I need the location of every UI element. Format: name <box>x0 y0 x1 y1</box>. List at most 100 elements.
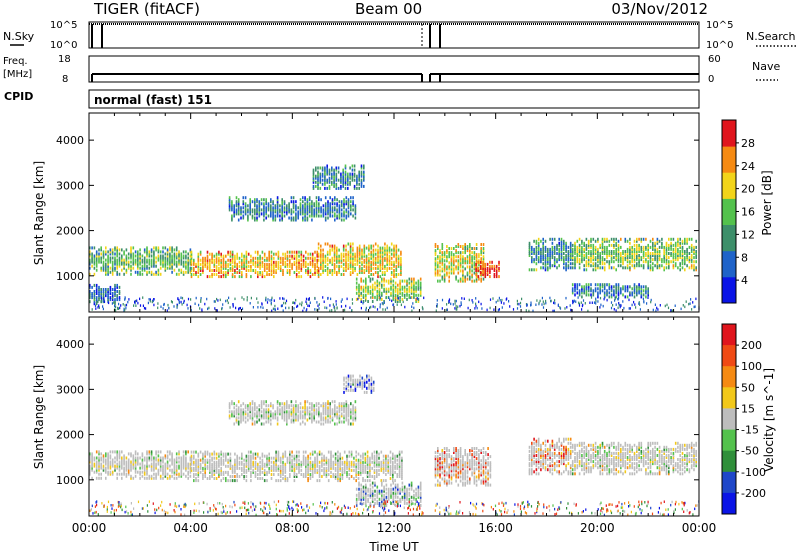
echo-cell <box>236 464 238 468</box>
echo-cell <box>254 216 256 220</box>
echo-cell <box>107 464 109 468</box>
echo-cell <box>274 218 277 222</box>
colorbar-tick-label: 28 <box>741 137 755 150</box>
echo-cell <box>91 462 93 466</box>
echo-cell <box>603 291 606 295</box>
echo-cell <box>289 468 291 472</box>
echo-cell <box>331 262 334 266</box>
echo-cell <box>415 287 417 291</box>
echo-cell <box>173 464 176 468</box>
echo-cell <box>305 269 307 272</box>
echo-cell <box>193 460 195 464</box>
echo-cell <box>233 212 235 216</box>
echo-cell <box>672 247 675 251</box>
echo-cell <box>695 254 697 257</box>
echo-cell <box>599 287 601 291</box>
echo-cell <box>238 456 241 460</box>
echo-cell <box>298 258 300 262</box>
echo-cell <box>284 260 287 264</box>
echo-cell <box>400 303 402 307</box>
echo-cell <box>166 462 169 466</box>
echo-cell <box>153 298 155 301</box>
echo-cell <box>633 283 636 287</box>
echo-cell <box>286 262 289 266</box>
echo-cell <box>314 266 316 270</box>
echo-cell <box>691 308 693 311</box>
echo-cell <box>292 210 295 214</box>
echo-cell <box>327 458 330 462</box>
echo-cell <box>338 264 340 268</box>
echo-cell <box>251 208 254 212</box>
echo-cell <box>312 176 315 180</box>
echo-cell <box>109 472 112 476</box>
echo-cell <box>164 252 167 256</box>
echo-cell <box>441 298 444 302</box>
echo-cell <box>236 458 238 462</box>
echo-cell <box>601 243 604 247</box>
echo-cell <box>357 297 359 301</box>
echo-cell <box>197 464 200 468</box>
echo-cell <box>134 452 137 456</box>
echo-cell <box>356 182 358 186</box>
echo-cell <box>537 256 540 260</box>
echo-cell <box>98 256 100 260</box>
echo-cell <box>91 252 93 256</box>
echo-cell <box>587 309 589 313</box>
echo-cell <box>259 273 261 276</box>
echo-cell <box>486 266 489 270</box>
echo-cell <box>180 300 182 304</box>
echo-cell <box>446 259 448 263</box>
echo-cell <box>247 464 250 468</box>
echo-cell <box>658 264 661 268</box>
echo-cell <box>356 250 359 254</box>
echo-cell <box>298 264 300 268</box>
echo-cell <box>105 470 107 474</box>
echo-cell <box>182 456 185 460</box>
echo-cell <box>318 202 320 206</box>
echo-cell <box>613 245 615 249</box>
echo-cell <box>153 468 155 472</box>
echo-cell <box>571 262 574 266</box>
echo-cell <box>695 239 697 243</box>
echo-cell <box>257 262 259 266</box>
echo-cell <box>317 273 320 276</box>
echo-cell <box>148 260 151 264</box>
echo-cell <box>410 289 413 293</box>
echo-cell <box>307 470 309 474</box>
echo-cell <box>446 257 448 261</box>
echo-cell <box>677 250 679 253</box>
echo-cell <box>581 239 583 243</box>
echo-cell <box>134 458 137 462</box>
echo-cell <box>581 245 583 249</box>
echo-cell <box>334 462 337 466</box>
echo-cell <box>437 271 439 275</box>
echo-cell <box>298 262 300 266</box>
echo-cell <box>397 289 399 293</box>
echo-cell <box>107 270 109 274</box>
echo-cell <box>273 260 275 264</box>
echo-cell <box>300 460 303 464</box>
echo-cell <box>626 252 629 255</box>
echo-cell <box>315 206 318 210</box>
echo-cell <box>127 472 130 476</box>
echo-cell <box>261 264 264 268</box>
echo-cell <box>159 458 162 462</box>
echo-cell <box>300 468 303 472</box>
echo-cell <box>347 212 350 216</box>
echo-cell <box>439 279 441 283</box>
echo-cell <box>446 303 448 306</box>
echo-cell <box>302 309 304 313</box>
echo-cell <box>171 462 173 466</box>
echo-cell <box>260 202 263 206</box>
echo-cell <box>272 307 274 311</box>
echo-cell <box>336 254 338 258</box>
echo-cell <box>206 250 209 254</box>
echo-cell <box>272 212 274 216</box>
echo-cell <box>137 452 139 456</box>
echo-cell <box>599 306 601 309</box>
echo-cell <box>272 210 274 214</box>
echo-cell <box>645 260 647 264</box>
echo-cell <box>297 212 299 216</box>
echo-cell <box>150 464 153 468</box>
echo-cell <box>141 264 144 268</box>
